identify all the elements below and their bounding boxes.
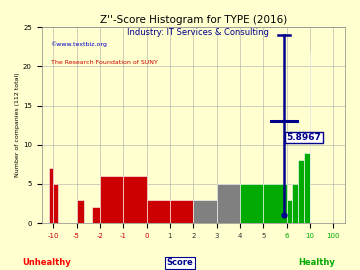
Bar bbox=[49, 168, 53, 223]
Y-axis label: Number of companies (112 total): Number of companies (112 total) bbox=[15, 73, 20, 177]
Text: ©www.textbiz.org: ©www.textbiz.org bbox=[51, 41, 108, 46]
Bar bbox=[298, 160, 304, 223]
Bar bbox=[77, 200, 84, 223]
Bar bbox=[193, 200, 217, 223]
Text: Unhealthy: Unhealthy bbox=[22, 258, 71, 267]
Bar bbox=[147, 200, 170, 223]
Text: Industry: IT Services & Consulting: Industry: IT Services & Consulting bbox=[127, 28, 269, 37]
Bar bbox=[287, 200, 292, 223]
Bar bbox=[92, 207, 100, 223]
Text: Healthy: Healthy bbox=[298, 258, 335, 267]
Bar bbox=[263, 184, 287, 223]
Title: Z''-Score Histogram for TYPE (2016): Z''-Score Histogram for TYPE (2016) bbox=[100, 15, 287, 25]
Bar bbox=[170, 200, 193, 223]
Bar bbox=[304, 153, 310, 223]
Bar bbox=[217, 184, 240, 223]
Bar bbox=[292, 184, 298, 223]
Bar bbox=[123, 176, 147, 223]
Bar bbox=[53, 184, 58, 223]
Bar bbox=[240, 184, 263, 223]
Bar bbox=[100, 176, 123, 223]
Text: The Research Foundation of SUNY: The Research Foundation of SUNY bbox=[51, 60, 157, 65]
Text: 5.8967: 5.8967 bbox=[287, 133, 321, 142]
Text: Score: Score bbox=[167, 258, 193, 267]
